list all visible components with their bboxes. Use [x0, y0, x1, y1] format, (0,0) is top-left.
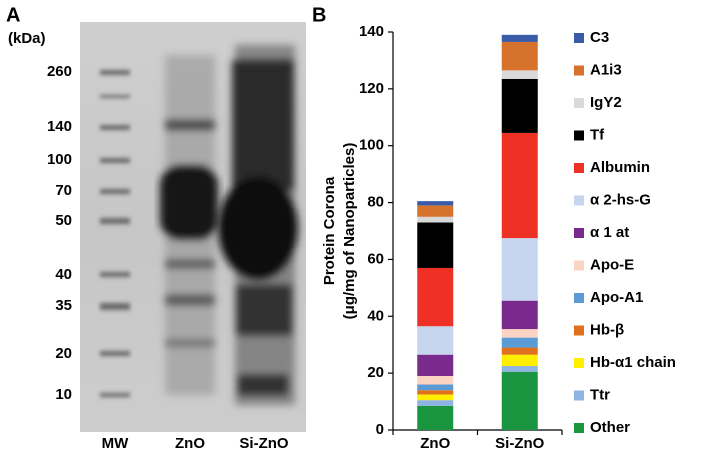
bar-segment [501, 70, 538, 79]
legend-swatch [574, 325, 584, 336]
bar-segment [501, 238, 538, 301]
y-tick-label: 80 [367, 194, 384, 211]
bar-segment [417, 222, 454, 268]
marker-label: 100 [47, 151, 72, 168]
bar-segment [501, 371, 538, 430]
legend-swatch [574, 390, 584, 401]
y-axis-title: (μg/mg of Nanoparticles) [341, 143, 358, 320]
y-tick-label: 60 [367, 250, 384, 267]
legend-label: A1i3 [590, 61, 622, 78]
gel-image [80, 22, 306, 432]
lane-label: Si-ZnO [239, 435, 288, 452]
y-tick-label: 140 [359, 23, 384, 40]
bar-segment [417, 400, 454, 406]
marker-label: 10 [55, 386, 72, 403]
legend-swatch [574, 260, 584, 271]
lane-label: ZnO [175, 435, 205, 452]
legend-swatch [574, 163, 584, 173]
y-tick-label: 40 [367, 307, 384, 324]
bar-segment [501, 347, 538, 355]
legend-swatch [574, 33, 584, 43]
legend-swatch [574, 293, 584, 303]
legend-label: Apo-E [590, 256, 634, 273]
bar-segment [417, 375, 454, 385]
bar-segment [501, 78, 538, 133]
bar-segment [501, 337, 538, 348]
bar-segment [417, 354, 454, 376]
x-tick-label: Si-ZnO [495, 435, 544, 452]
bar-segment [417, 205, 454, 217]
bar-segment [501, 132, 538, 239]
bar-segment [417, 384, 454, 391]
x-tick-label: ZnO [420, 435, 450, 452]
bar-segment [501, 366, 538, 372]
legend-label: C3 [590, 29, 609, 46]
marker-label: 70 [55, 182, 72, 199]
unit-label: (kDa) [8, 30, 46, 47]
bar-segment [417, 267, 454, 327]
y-tick-label: 120 [359, 80, 384, 97]
legend-label: IgY2 [590, 94, 622, 111]
y-tick-label: 0 [376, 421, 384, 438]
bar-segment [501, 300, 538, 330]
lane-label: MW [102, 435, 129, 452]
bar-segment [417, 390, 454, 395]
marker-labels: 260 140 100 70 50 40 35 20 10 [47, 63, 72, 403]
marker-label: 140 [47, 118, 72, 135]
bar-segment [417, 201, 454, 206]
legend-swatch [574, 423, 584, 433]
bar-segment [417, 394, 454, 401]
legend-swatch [574, 195, 584, 206]
legend-label: α 1 at [590, 224, 629, 241]
bar-segment [417, 326, 454, 355]
legend-label: Other [590, 419, 630, 436]
marker-label: 20 [55, 345, 72, 362]
panel-label: B [312, 4, 326, 26]
marker-label: 260 [47, 63, 72, 80]
bar-segment [501, 41, 538, 71]
legend-label: Apo-A1 [590, 289, 643, 306]
y-axis-title: Protein Corona [321, 176, 338, 285]
legend-label: Hb-α1 chain [590, 354, 676, 371]
marker-label: 40 [55, 266, 72, 283]
y-tick-label: 20 [367, 364, 384, 381]
legend-label: Hb-β [590, 321, 624, 338]
legend-swatch [574, 65, 584, 76]
marker-label: 50 [55, 212, 72, 229]
legend-swatch [574, 228, 584, 238]
legend-swatch [574, 98, 584, 108]
bar-segment [417, 216, 454, 223]
bar-segment [501, 329, 538, 338]
legend-swatch [574, 358, 584, 368]
bar-segment [501, 34, 538, 42]
bar-segment [501, 354, 538, 367]
legend-label: Ttr [590, 386, 610, 403]
bar-segment [417, 405, 454, 430]
legend-label: Albumin [590, 159, 650, 176]
y-tick-label: 100 [359, 137, 384, 154]
chart: B Protein Corona (μg/mg of Nanoparticles)… [312, 4, 676, 452]
panel-label: A [6, 4, 20, 26]
legend-label: Tf [590, 126, 605, 143]
legend-label: α 2-hs-G [590, 191, 651, 208]
legend-swatch [574, 130, 584, 141]
marker-label: 35 [55, 297, 72, 314]
